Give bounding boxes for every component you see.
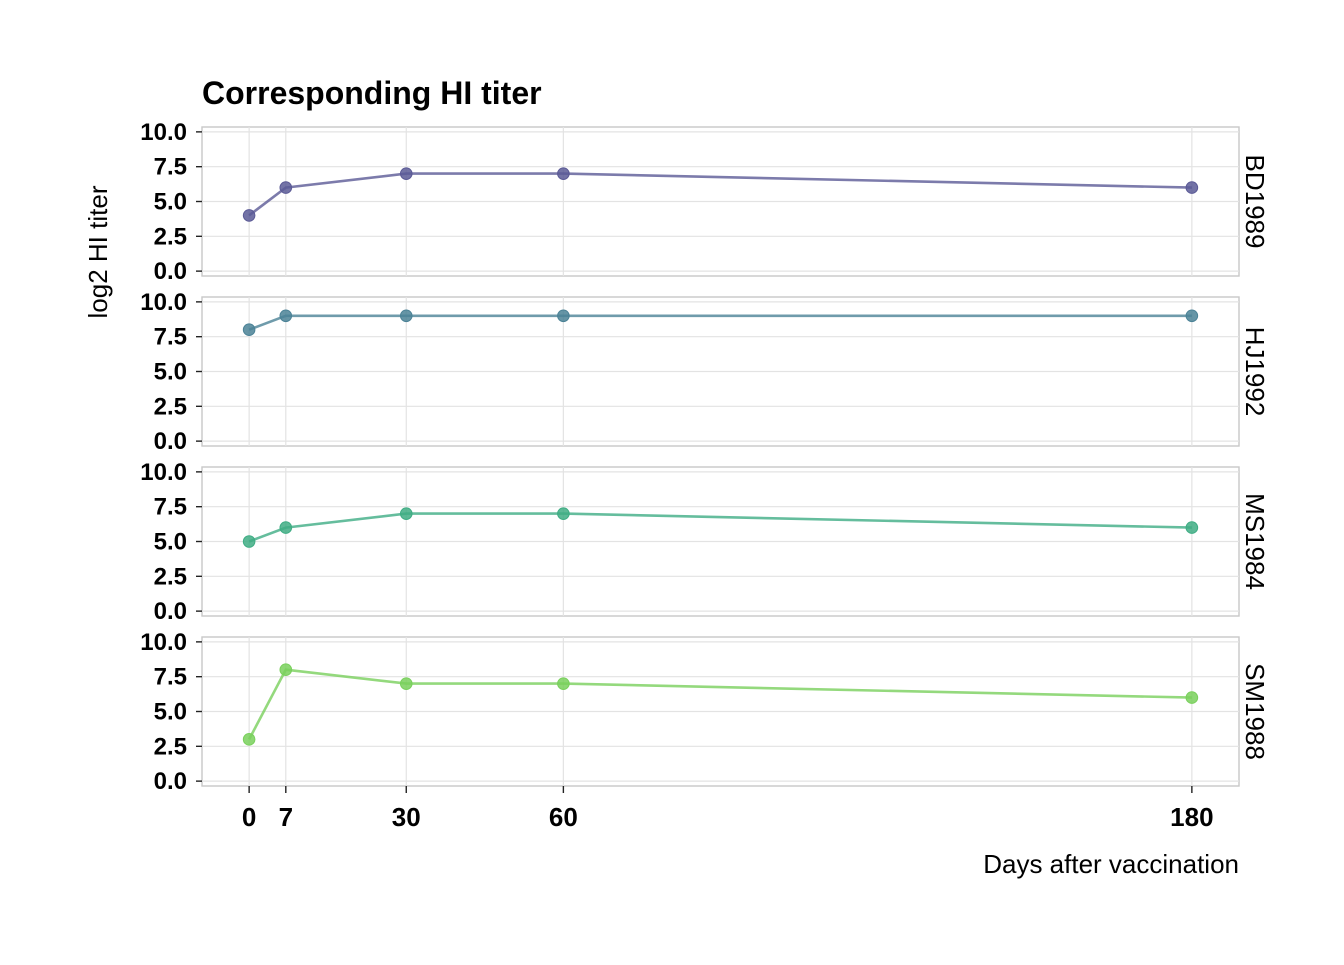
x-tick-label: 180	[1170, 802, 1213, 832]
x-tick-label: 30	[392, 802, 421, 832]
y-tick-label: 2.5	[154, 563, 187, 590]
y-tick-label: 5.0	[154, 699, 187, 726]
y-tick-label: 0.0	[154, 428, 187, 455]
data-point	[242, 535, 256, 548]
y-tick-label: 7.5	[154, 154, 187, 181]
facet-panels: 0.0 2.5 5.0 7.5 10.0 BD1989 0.0 2.5 5.0 7.5 10.0 HJ…	[140, 119, 1270, 795]
y-tick-label: 2.5	[154, 393, 187, 420]
data-point	[557, 677, 570, 690]
data-point	[1185, 181, 1199, 194]
y-tick-label: 10.0	[140, 119, 187, 146]
data-point	[279, 663, 293, 677]
x-axis: 0 7 30 60 180	[242, 786, 1214, 832]
y-tick-label: 2.5	[154, 223, 187, 250]
data-point	[399, 167, 413, 180]
data-point	[1185, 691, 1199, 704]
data-point	[399, 309, 413, 323]
data-point	[1185, 521, 1199, 534]
data-point	[399, 677, 413, 690]
data-point	[279, 181, 293, 194]
y-tick-label: 0.0	[154, 598, 187, 625]
facet-panel: 0.0 2.5 5.0 7.5 10.0 HJ1992	[140, 289, 1270, 455]
y-tick-label: 0.0	[154, 258, 187, 285]
x-tick-label: 7	[279, 802, 293, 832]
data-point	[242, 323, 256, 337]
x-axis-title: Days after vaccination	[983, 849, 1239, 879]
facet-strip-label: HJ1992	[1240, 327, 1270, 417]
data-point	[557, 167, 570, 180]
y-axis-title: log2 HI titer	[83, 185, 113, 318]
data-point	[557, 309, 570, 323]
y-tick-label: 10.0	[140, 629, 187, 656]
data-point	[242, 209, 256, 222]
y-tick-label: 10.0	[140, 459, 187, 486]
y-tick-label: 7.5	[154, 664, 187, 691]
data-point	[1185, 309, 1199, 323]
data-point	[279, 309, 293, 323]
data-point	[399, 507, 413, 520]
y-tick-label: 7.5	[154, 324, 187, 351]
y-tick-label: 10.0	[140, 289, 187, 316]
x-tick-label: 60	[549, 802, 578, 832]
y-tick-label: 0.0	[154, 768, 187, 795]
data-point	[557, 507, 570, 520]
chart-title: Corresponding HI titer	[202, 75, 542, 111]
facet-strip-label: MS1984	[1240, 493, 1270, 590]
data-point	[242, 733, 256, 746]
x-tick-label: 0	[242, 802, 256, 832]
data-point	[279, 521, 293, 534]
facet-strip-label: BD1989	[1240, 155, 1270, 249]
y-tick-label: 5.0	[154, 359, 187, 386]
facet-panel: 0.0 2.5 5.0 7.5 10.0 BD1989	[140, 119, 1270, 285]
facet-strip-label: SM1988	[1240, 663, 1270, 760]
y-tick-label: 5.0	[154, 529, 187, 556]
y-tick-label: 5.0	[154, 189, 187, 216]
y-tick-label: 2.5	[154, 733, 187, 760]
facet-panel: 0.0 2.5 5.0 7.5 10.0 MS1984	[140, 459, 1270, 625]
y-tick-label: 7.5	[154, 494, 187, 521]
facet-panel: 0.0 2.5 5.0 7.5 10.0 SM1988	[140, 629, 1270, 795]
